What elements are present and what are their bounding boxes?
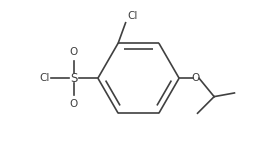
Text: O: O [70,47,78,57]
Text: O: O [70,99,78,109]
Text: Cl: Cl [127,11,138,21]
Text: S: S [70,72,78,85]
Text: Cl: Cl [40,73,50,83]
Text: O: O [192,73,200,83]
